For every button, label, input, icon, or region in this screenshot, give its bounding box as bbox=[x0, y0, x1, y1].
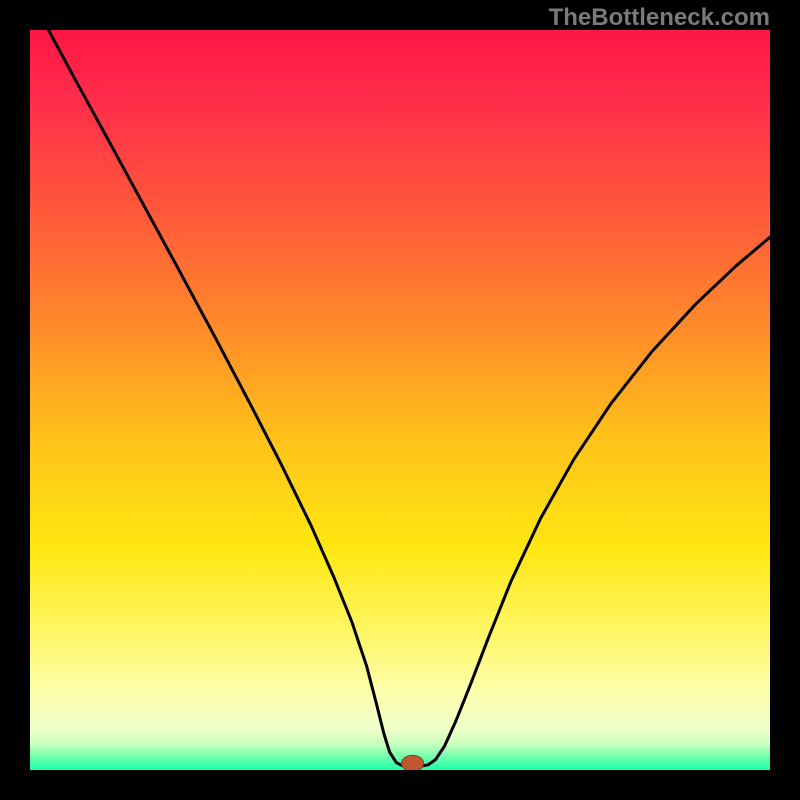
watermark-text: TheBottleneck.com bbox=[549, 4, 770, 32]
gradient-background bbox=[30, 30, 770, 770]
optimal-point-marker bbox=[402, 755, 424, 770]
plot-area bbox=[30, 30, 770, 770]
